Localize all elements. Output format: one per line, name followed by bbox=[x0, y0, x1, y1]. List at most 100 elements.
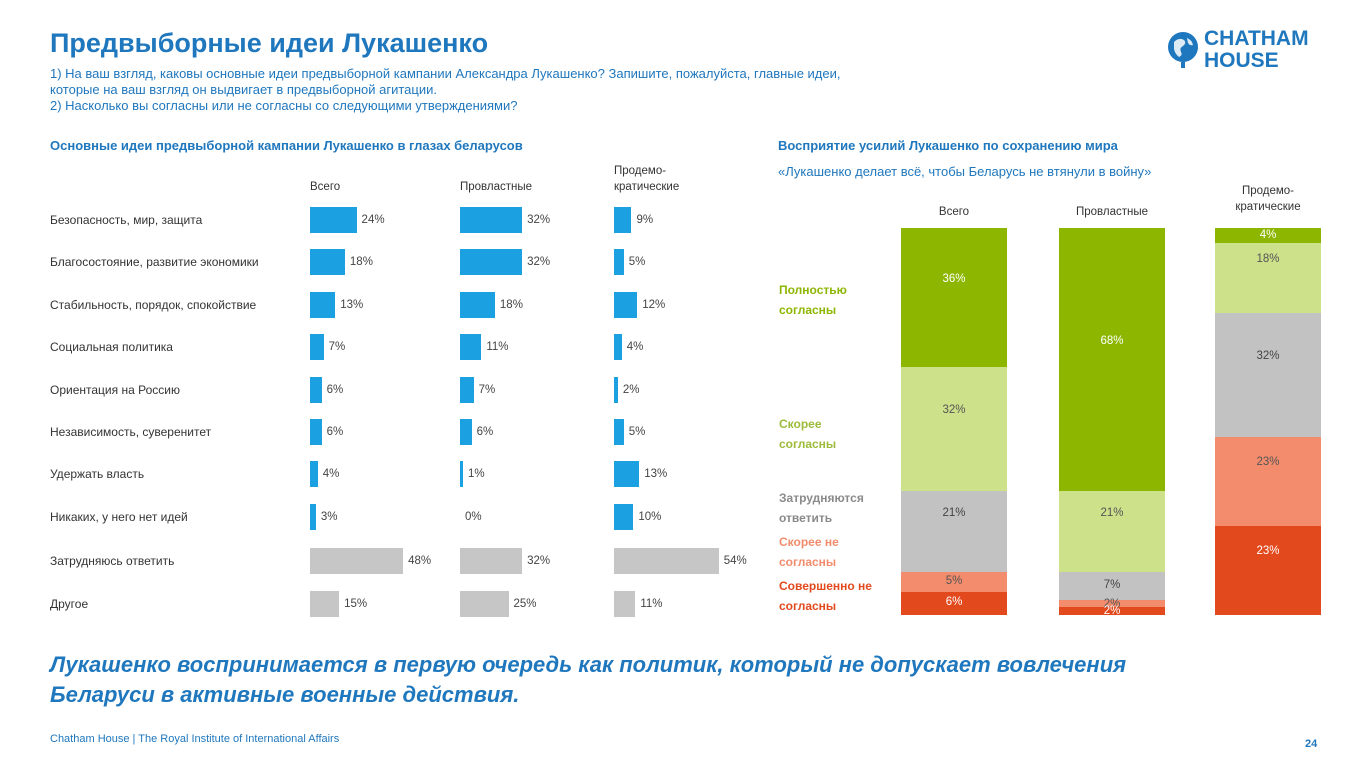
stack-segment bbox=[901, 491, 1007, 573]
data-label: 9% bbox=[636, 214, 654, 226]
stack-segment bbox=[1215, 436, 1321, 526]
data-label: 21% bbox=[1100, 506, 1124, 519]
data-label: 68% bbox=[1100, 334, 1124, 347]
data-label: 15% bbox=[344, 597, 368, 610]
legend-label-line: согласны bbox=[779, 437, 837, 451]
data-label: 32% bbox=[527, 214, 551, 226]
legend-label-line: Скорее bbox=[779, 417, 822, 431]
data-label: 5% bbox=[628, 256, 646, 269]
legend-label-line: согласны bbox=[779, 303, 837, 317]
bar bbox=[614, 334, 622, 361]
data-label: 48% bbox=[408, 555, 432, 568]
data-label: 7% bbox=[1103, 578, 1121, 591]
data-label: 7% bbox=[328, 341, 346, 354]
conclusion-line: Беларуси в активные военные действия. bbox=[50, 682, 520, 707]
bar bbox=[460, 590, 509, 617]
bar bbox=[460, 419, 472, 445]
right-chart-subtitle: «Лукашенко делает всё, чтобы Беларусь не… bbox=[778, 164, 1152, 179]
bar bbox=[310, 503, 316, 530]
category-label: Другое bbox=[50, 596, 89, 611]
bar bbox=[310, 590, 340, 617]
data-label: 4% bbox=[626, 341, 644, 354]
page-number: 24 bbox=[1305, 738, 1318, 750]
bar bbox=[614, 461, 640, 488]
category-label: Независимость, суверенитет bbox=[50, 425, 212, 439]
bar bbox=[614, 503, 634, 530]
data-label: 25% bbox=[513, 597, 537, 610]
stack-segment bbox=[1059, 491, 1165, 573]
category-label: Ориентация на Россию bbox=[50, 382, 180, 397]
stack-segment bbox=[1215, 313, 1321, 437]
legend-label-line: Совершенно не bbox=[779, 579, 872, 593]
stack-segment bbox=[901, 572, 1007, 592]
bar bbox=[614, 590, 636, 617]
stack-segment bbox=[901, 367, 1007, 492]
category-label: Благосостояние, развитие экономики bbox=[50, 255, 259, 270]
bar bbox=[614, 207, 632, 233]
data-label: 2% bbox=[622, 383, 640, 396]
column-header-line: Всего bbox=[938, 206, 970, 218]
bar bbox=[614, 419, 624, 445]
data-label: 18% bbox=[499, 298, 523, 311]
subtitle-line: 2) Насколько вы согласны или не согласны… bbox=[50, 98, 518, 113]
data-label: 13% bbox=[644, 468, 668, 481]
legend-label-line: Полностью bbox=[779, 283, 847, 297]
legend-label-line: Затрудняются bbox=[779, 491, 864, 505]
data-label: 6% bbox=[945, 596, 963, 609]
data-label: 32% bbox=[942, 404, 966, 417]
data-label: 2% bbox=[1103, 605, 1121, 618]
right-chart-title: Восприятие усилий Лукашенко по сохранени… bbox=[778, 138, 1118, 153]
logo-line: HOUSE bbox=[1204, 49, 1279, 72]
bar bbox=[614, 249, 624, 276]
category-label: Безопасность, мир, защита bbox=[50, 213, 203, 227]
legend-label: Совершенно не согласны bbox=[779, 576, 872, 616]
subtitle-line: которые на ваш взгляд он выдвигает в пре… bbox=[50, 82, 437, 97]
footer-text: Chatham House | The Royal Institute of I… bbox=[50, 733, 340, 745]
bar bbox=[614, 291, 638, 318]
page-subtitle: 1) На ваш взгляд, каковы основные идеи п… bbox=[50, 66, 1040, 114]
bar bbox=[310, 419, 322, 445]
bar bbox=[460, 548, 523, 575]
legend-label-line: согласны bbox=[779, 599, 837, 613]
logo-line: CHATHAM bbox=[1204, 27, 1309, 50]
column-header: Продемо-кратические bbox=[1215, 183, 1321, 215]
left-chart-title: Основные идеи предвыборной кампании Лука… bbox=[50, 138, 523, 153]
data-label: 2% bbox=[1103, 597, 1121, 610]
column-header-line: Продемо- bbox=[614, 165, 667, 177]
subtitle-line: 1) На ваш взгляд, каковы основные идеи п… bbox=[50, 66, 841, 81]
stack-segment bbox=[1059, 572, 1165, 600]
category-label: Никаких, у него нет идей bbox=[50, 509, 188, 524]
bar bbox=[310, 461, 318, 488]
data-label: 4% bbox=[1259, 228, 1277, 241]
stack-segment bbox=[1215, 243, 1321, 314]
bar bbox=[614, 376, 618, 403]
bar bbox=[310, 334, 324, 361]
bar bbox=[310, 291, 336, 318]
data-label: 5% bbox=[945, 575, 963, 588]
data-label: 4% bbox=[322, 468, 340, 481]
bar bbox=[310, 207, 357, 233]
data-label: 32% bbox=[1256, 350, 1280, 363]
data-label: 5% bbox=[628, 426, 646, 438]
data-label: 18% bbox=[1256, 253, 1280, 266]
column-header-line: кратические bbox=[1235, 201, 1301, 213]
data-label: 6% bbox=[326, 426, 344, 438]
data-label: 13% bbox=[340, 298, 364, 311]
data-label: 12% bbox=[642, 298, 666, 311]
data-label: 36% bbox=[942, 272, 966, 285]
data-label: 24% bbox=[361, 214, 385, 226]
bar bbox=[310, 249, 345, 276]
column-header: Продемо-кратические bbox=[614, 163, 679, 195]
data-label: 32% bbox=[527, 555, 551, 568]
data-label: 1% bbox=[468, 468, 485, 481]
stack-segment bbox=[1215, 228, 1321, 244]
category-label: Удержать власть bbox=[50, 467, 145, 482]
column-header-line: Провластные bbox=[1075, 206, 1149, 218]
bar bbox=[460, 376, 474, 403]
bar bbox=[310, 548, 404, 575]
data-label: 23% bbox=[1256, 545, 1280, 558]
data-label: 18% bbox=[349, 256, 373, 269]
legend-label: Скорее не согласны bbox=[779, 532, 839, 572]
legend-label-line: ответить bbox=[779, 511, 833, 525]
data-label: 54% bbox=[723, 555, 747, 568]
